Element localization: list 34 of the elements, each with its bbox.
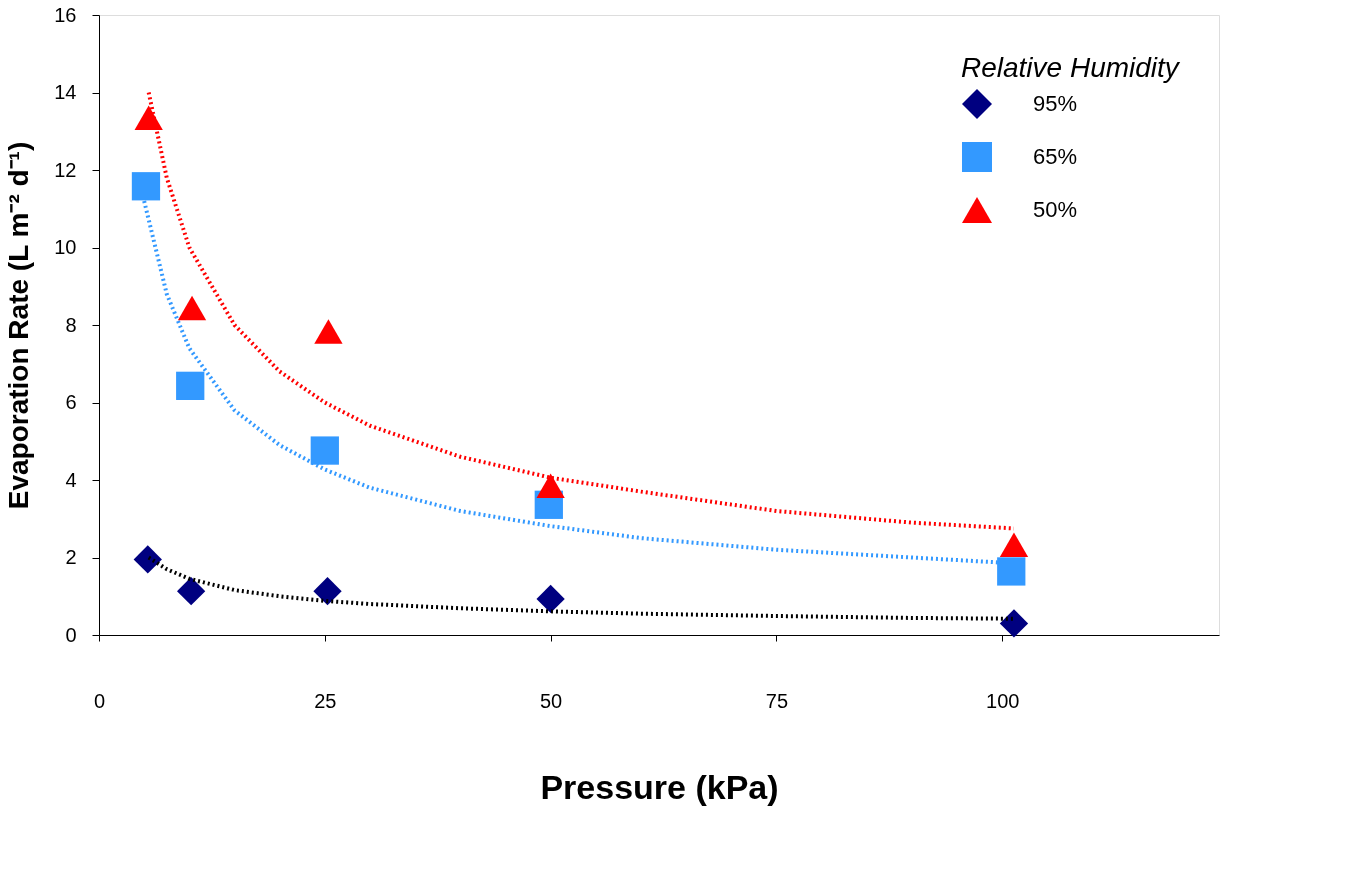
point [176, 371, 205, 400]
point [134, 105, 163, 130]
y-tick-label: 16 [54, 3, 77, 26]
x-tick-label: 100 [986, 689, 1020, 712]
point [177, 295, 207, 321]
legend-title: Relative Humidity [961, 52, 1181, 83]
y-axis-title: Evaporation Rate (L m⁻² d⁻¹) [3, 141, 35, 510]
y-tick-label: 14 [54, 81, 77, 103]
point [997, 557, 1026, 586]
y-tick-label: 6 [65, 391, 77, 413]
point [131, 172, 161, 201]
x-tick-label: 25 [314, 689, 337, 712]
y-tick-label: 2 [65, 546, 77, 568]
x-axis-title: Pressure (kPa) [540, 767, 779, 806]
point [536, 473, 565, 499]
point [999, 609, 1029, 638]
point [310, 436, 339, 465]
x-tick-label: 0 [93, 689, 106, 712]
x-tick-label: 75 [765, 689, 789, 712]
y-tick-label: 4 [65, 468, 77, 491]
y-tick-label: 12 [54, 158, 77, 181]
point [999, 532, 1029, 557]
point [536, 584, 565, 614]
point [313, 577, 342, 606]
y-tick-label: 10 [54, 236, 77, 258]
y-tick-label: 8 [65, 313, 77, 336]
point [314, 319, 343, 344]
point [133, 545, 162, 574]
y-tick-label: 0 [65, 623, 77, 646]
x-tick-label: 50 [539, 689, 563, 712]
legend-label: 50% [1033, 197, 1078, 222]
point [176, 577, 206, 606]
legend-label: 65% [1033, 144, 1078, 169]
legend-label: 95% [1033, 91, 1078, 116]
